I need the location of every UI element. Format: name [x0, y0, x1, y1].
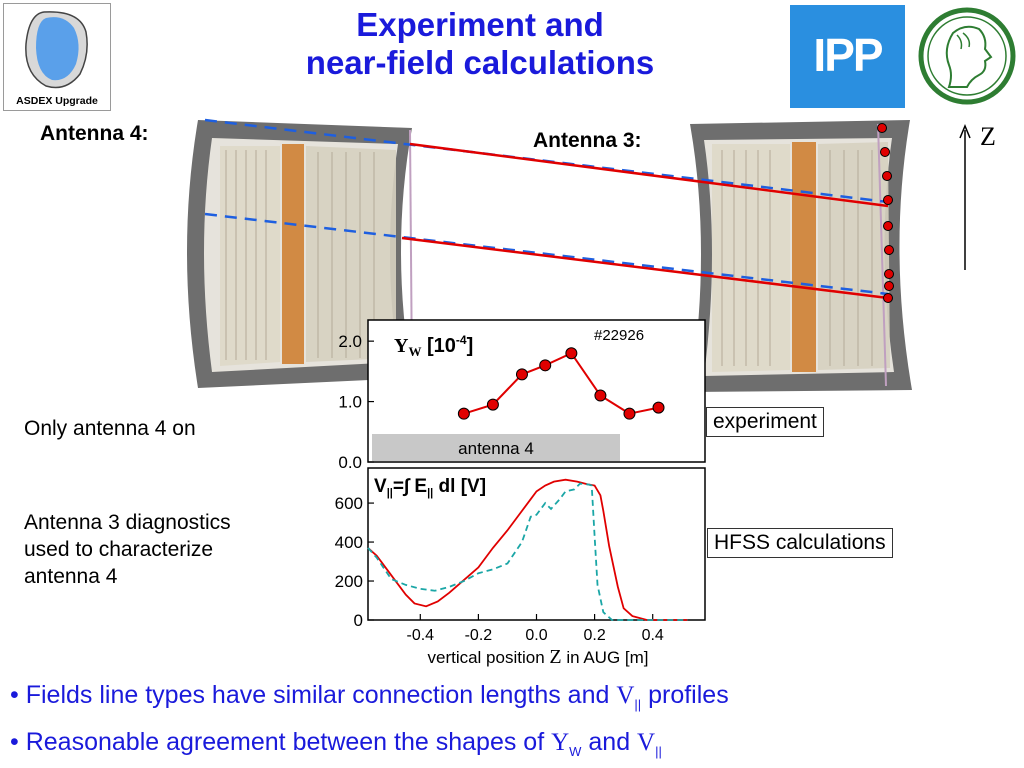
vpar-y-tick-label: 200	[335, 572, 363, 591]
vpar-x-tick-label: -0.2	[465, 627, 493, 644]
antenna-4-band-label: antenna 4	[458, 439, 534, 458]
vpar-y-tick-label: 0	[354, 611, 363, 630]
yw-data-point	[515, 368, 528, 381]
experiment-legend-box: experiment	[706, 407, 824, 437]
diagnostics-note: Antenna 3 diagnostics used to characteri…	[24, 509, 231, 590]
vpar-axis-ticks: 0 200 400 600 -0.4 -0.2 0.0 0.2 0.4	[335, 494, 664, 644]
vpar-x-tick-label: 0.4	[642, 627, 664, 644]
yw-data-point	[486, 398, 499, 411]
field-line-lower-solid	[401, 236, 889, 300]
field-line-lower-dashed	[204, 212, 889, 296]
vpar-x-tick-label: 0.2	[583, 627, 605, 644]
diagnostics-note-line-1: Antenna 3 diagnostics	[24, 511, 231, 534]
vpar-series-red-solid	[367, 478, 688, 621]
probe-markers	[877, 123, 894, 303]
z-axis-label: Z	[980, 122, 996, 151]
bullet-1-tail: profiles	[641, 681, 729, 709]
antenna-3-photo	[690, 120, 912, 392]
vpar-x-axis-label: vertical position Z in AUG [m]	[427, 646, 648, 668]
slide-title: Experiment and near-field calculations	[200, 6, 760, 82]
yw-data-point	[457, 407, 470, 420]
bullet-1: • Fields line types have similar connect…	[10, 681, 729, 712]
only-antenna-4-note: Only antenna 4 on	[24, 417, 196, 440]
plasma-cross-section-icon	[25, 11, 88, 89]
antenna-3-label: Antenna 3:	[533, 129, 642, 152]
antenna-4-label: Antenna 4:	[40, 122, 149, 145]
yw-series	[457, 347, 665, 420]
hfss-legend-box: HFSS calculations	[707, 528, 893, 558]
yw-y-tick-label: 2.0	[338, 332, 362, 351]
vpar-x-tick-label: 0.0	[525, 627, 547, 644]
bullet-2-subscript-2: ||	[655, 744, 662, 759]
vpar-y-tick-label: 600	[335, 494, 363, 513]
bullet-1-subscript: ||	[634, 697, 642, 712]
yw-y-ticks: 0.0 1.0 2.0	[338, 332, 374, 472]
bullet-dot: •	[10, 728, 19, 756]
asdex-caption: ASDEX Upgrade	[16, 95, 98, 107]
bullet-2-subscript: W	[569, 744, 582, 759]
bullet-1-text: Fields line types have similar connectio…	[25, 681, 617, 709]
yw-data-point	[623, 407, 636, 420]
antenna-photographs	[187, 118, 971, 392]
bullet-2-symbol: Y	[551, 729, 570, 756]
yw-data-point	[594, 389, 607, 402]
vpar-plot-title: V||=∫ E|| dl [V]	[374, 476, 486, 499]
bullet-2-text: Reasonable agreement between the shapes …	[25, 728, 552, 756]
charts-svg: antenna 4 YW [10-4] #22926 0.0 1.0 2.0 V||…	[335, 319, 706, 668]
vpar-y-tick-label: 400	[335, 533, 363, 552]
yw-data-point	[565, 347, 578, 360]
bullet-2: • Reasonable agreement between the shape…	[10, 728, 662, 759]
title-line-1: Experiment and	[356, 6, 604, 43]
title-line-2: near-field calculations	[305, 44, 655, 81]
yw-data-point	[539, 359, 552, 372]
max-planck-logo	[913, 5, 1021, 108]
diagnostics-note-line-2: used to characterize	[24, 538, 214, 561]
vpar-x-tick-label: -0.4	[407, 627, 435, 644]
ipp-logo: IPP	[790, 5, 905, 108]
vpar-plot-frame	[367, 467, 706, 621]
asdex-upgrade-logo: ASDEX Upgrade	[3, 3, 111, 111]
diagnostics-note-line-3: antenna 4	[24, 565, 118, 588]
antenna-4-band	[372, 434, 620, 461]
yw-plot-title: YW [10-4]	[394, 333, 473, 359]
field-line-upper-solid	[409, 142, 889, 208]
bullet-1-symbol: V	[616, 682, 635, 709]
yw-y-tick-label: 1.0	[338, 393, 362, 412]
bullet-2-symbol-2: V	[637, 729, 656, 756]
antenna-4-photo	[187, 120, 413, 388]
bullet-dot: •	[10, 681, 19, 709]
vpar-series	[367, 478, 688, 621]
bullet-2-mid: and	[581, 728, 638, 756]
yw-data-point	[652, 401, 665, 414]
yw-y-tick-label: 0.0	[338, 453, 362, 472]
vpar-series-teal-dashed	[367, 482, 688, 621]
shot-number-annotation: #22926	[594, 327, 644, 344]
